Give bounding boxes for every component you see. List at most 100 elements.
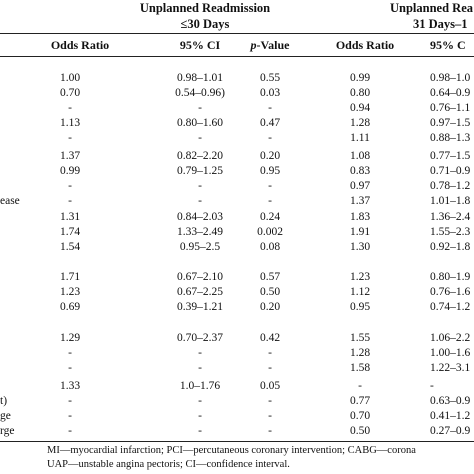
ci-30d: 0.54–0.96) xyxy=(175,87,225,99)
ci-1y: 1.00–1.6 xyxy=(430,347,471,359)
ci-1y: 0.80–1.9 xyxy=(430,271,471,283)
p-value-30d: - xyxy=(268,132,272,144)
odds-ratio-30d: 0.69 xyxy=(59,301,81,313)
ci-30d: 0.82–2.20 xyxy=(177,150,223,162)
p-value-30d: - xyxy=(268,195,272,207)
ci-1y: 0.76–1.6 xyxy=(430,286,471,298)
table-row: - - - 1.28 1.00–1.6 xyxy=(0,346,474,361)
ci-30d: 0.70–2.37 xyxy=(177,332,223,344)
ci-1y: 0.41–1.2 xyxy=(430,410,471,422)
ci-30d: 0.84–2.03 xyxy=(177,211,223,223)
p-value-30d: 0.05 xyxy=(259,380,281,392)
ci-1y: 0.64–0.9 xyxy=(430,87,471,99)
group-header-30-days-line2: ≤30 Days xyxy=(180,17,230,31)
odds-ratio-1y: 0.94 xyxy=(349,102,371,114)
odds-ratio-30d: - xyxy=(68,362,72,374)
odds-ratio-30d: - xyxy=(68,132,72,144)
odds-ratio-30d: 0.99 xyxy=(59,165,81,177)
ci-30d: - xyxy=(198,102,202,114)
odds-ratio-30d: 1.23 xyxy=(59,286,81,298)
column-header-odds-ratio-1: Odds Ratio xyxy=(50,38,110,52)
ci-1y: 0.71–0.9 xyxy=(430,165,471,177)
odds-ratio-1y: 1.83 xyxy=(349,211,371,223)
table-row: - - - 0.97 0.78–1.2 xyxy=(0,179,474,194)
ci-30d: 0.39–1.21 xyxy=(177,301,223,313)
row-label: ease xyxy=(0,195,20,207)
odds-ratio-30d: 1.74 xyxy=(59,226,81,238)
header-top-rule xyxy=(0,33,474,34)
p-value-30d: - xyxy=(268,347,272,359)
p-value-30d: - xyxy=(268,180,272,192)
p-value-30d: 0.47 xyxy=(259,117,281,129)
odds-ratio-1y: 1.23 xyxy=(349,271,371,283)
odds-ratio-30d: 1.37 xyxy=(59,150,81,162)
odds-ratio-30d: 1.31 xyxy=(59,211,81,223)
column-header-ci-2: 95% C xyxy=(430,38,466,52)
ci-30d: - xyxy=(198,180,202,192)
p-value-30d: 0.20 xyxy=(259,150,281,162)
odds-ratio-1y: 0.50 xyxy=(349,425,371,437)
ci-30d: - xyxy=(198,395,202,407)
odds-ratio-1y: 1.37 xyxy=(349,195,371,207)
p-value-30d: 0.42 xyxy=(259,332,281,344)
footnote-abbreviations-2: UAP—unstable angina pectoris; CI—confide… xyxy=(47,459,290,470)
p-value-30d: 0.50 xyxy=(259,286,281,298)
ci-1y: 1.01–1.8 xyxy=(430,195,471,207)
odds-ratio-30d: 1.13 xyxy=(59,117,81,129)
p-value-30d: - xyxy=(268,102,272,114)
odds-ratio-1y: 0.97 xyxy=(349,180,371,192)
ci-30d: 1.33–2.49 xyxy=(177,226,223,238)
ci-1y: - xyxy=(430,380,434,392)
ci-1y: 0.78–1.2 xyxy=(430,180,471,192)
odds-ratio-30d: - xyxy=(68,395,72,407)
ci-30d: 1.0–1.76 xyxy=(179,380,221,392)
odds-ratio-1y: 1.55 xyxy=(349,332,371,344)
odds-ratio-30d: - xyxy=(68,102,72,114)
ci-1y: 0.88–1.3 xyxy=(430,132,471,144)
odds-ratio-1y: 1.28 xyxy=(349,347,371,359)
odds-ratio-30d: 1.54 xyxy=(59,241,81,253)
ci-1y: 1.55–2.3 xyxy=(430,226,471,238)
table-bottom-rule xyxy=(0,441,474,442)
ci-1y: 1.22–3.1 xyxy=(430,362,471,374)
odds-ratio-30d: - xyxy=(68,410,72,422)
table-row: rge - - - 0.50 0.27–0.9 xyxy=(0,424,474,439)
p-value-30d: 0.95 xyxy=(259,165,281,177)
odds-ratio-1y: 1.28 xyxy=(349,117,371,129)
p-value-30d: 0.24 xyxy=(259,211,281,223)
p-value-30d: 0.08 xyxy=(259,241,281,253)
ci-1y: 1.36–2.4 xyxy=(430,211,471,223)
odds-ratio-30d: - xyxy=(68,195,72,207)
ci-30d: 0.67–2.25 xyxy=(177,286,223,298)
table-row: 1.31 0.84–2.03 0.24 1.83 1.36–2.4 xyxy=(0,210,474,225)
odds-ratio-1y: 0.99 xyxy=(349,72,371,84)
p-value-30d: 0.03 xyxy=(259,87,281,99)
p-value-30d: 0.55 xyxy=(259,72,281,84)
row-label: t) xyxy=(0,395,8,407)
ci-30d: - xyxy=(198,195,202,207)
odds-ratio-1y: 1.12 xyxy=(349,286,371,298)
p-value-30d: 0.002 xyxy=(257,226,283,238)
odds-ratio-30d: - xyxy=(68,425,72,437)
column-header-ci-1: 95% CI xyxy=(179,38,221,52)
footnote-abbreviations-1: MI—myocardial infarction; PCI—percutaneo… xyxy=(47,445,416,456)
ci-1y: 0.63–0.9 xyxy=(430,395,471,407)
ci-30d: 0.95–2.5 xyxy=(179,241,221,253)
odds-ratio-1y: 1.91 xyxy=(349,226,371,238)
column-header-odds-ratio-2: Odds Ratio xyxy=(335,38,395,52)
p-value-30d: 0.57 xyxy=(259,271,281,283)
odds-ratio-1y: - xyxy=(358,380,362,392)
table-row: 1.33 1.0–1.76 0.05 - - xyxy=(0,379,474,394)
p-value-suffix: -Value xyxy=(256,38,290,52)
p-value-30d: - xyxy=(268,395,272,407)
odds-ratio-1y: 1.11 xyxy=(350,132,370,144)
odds-ratio-1y: 0.70 xyxy=(349,410,371,422)
ci-30d: 0.67–2.10 xyxy=(177,271,223,283)
table-row: 1.71 0.67–2.10 0.57 1.23 0.80–1.9 xyxy=(0,270,474,285)
table-row: - - - 1.11 0.88–1.3 xyxy=(0,131,474,146)
row-label: ge xyxy=(0,410,11,422)
ci-30d: 0.98–1.01 xyxy=(177,72,223,84)
p-value-30d: - xyxy=(268,425,272,437)
group-header-1-year-line2: 31 Days–1 xyxy=(413,17,468,31)
